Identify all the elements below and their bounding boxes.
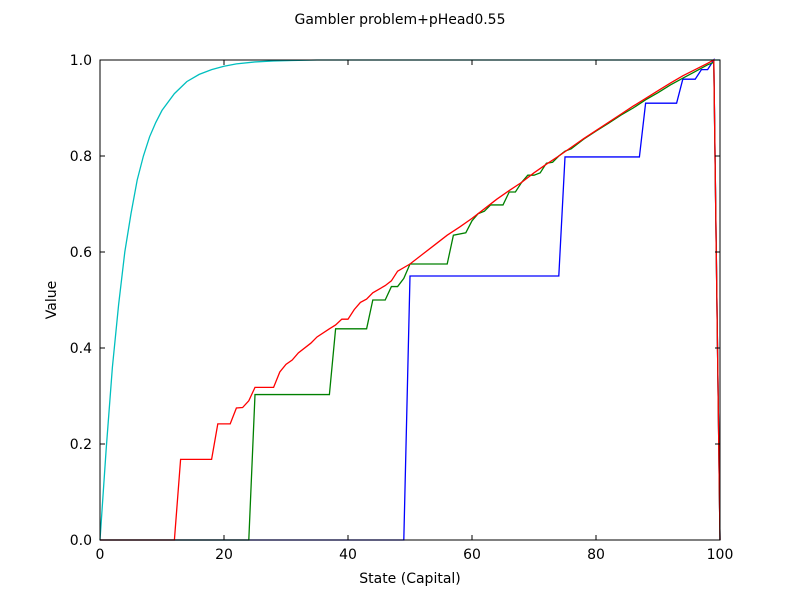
x-axis-ticks: 0 20 40 60 80 100 <box>96 60 734 563</box>
y-tick-label: 1.0 <box>70 53 92 69</box>
y-axis-ticks: 0.0 0.2 0.4 0.6 0.8 1.0 <box>70 53 720 549</box>
x-tick-label: 100 <box>707 547 734 563</box>
x-tick-label: 40 <box>339 547 357 563</box>
y-axis-label: Value <box>44 281 60 319</box>
x-tick-label: 60 <box>463 547 481 563</box>
series-line-3 <box>100 58 721 541</box>
x-axis-label: State (Capital) <box>359 571 461 587</box>
y-tick-label: 0.4 <box>70 341 92 357</box>
y-tick-label: 0.8 <box>70 149 92 165</box>
y-tick-label: 0.2 <box>70 437 92 453</box>
x-tick-label: 0 <box>96 547 105 563</box>
y-tick-label: 0.6 <box>70 245 92 261</box>
x-tick-label: 80 <box>587 547 605 563</box>
plot-frame <box>99 59 721 541</box>
chart-title: Gambler problem+pHead0.55 <box>295 12 506 28</box>
series-line-1 <box>100 57 721 541</box>
y-tick-label: 0.0 <box>70 533 92 549</box>
x-tick-label: 20 <box>215 547 233 563</box>
